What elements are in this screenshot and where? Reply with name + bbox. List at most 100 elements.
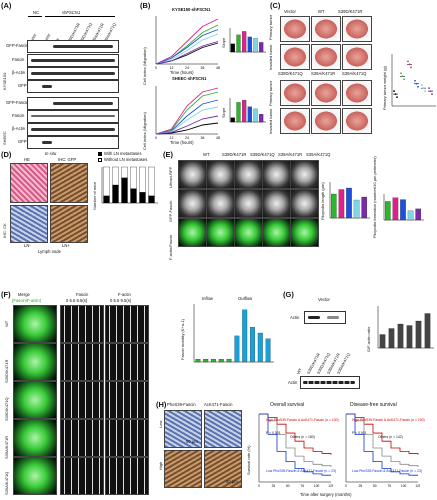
- x-tick-label: 25: [359, 484, 363, 488]
- point-S39D/K471R: [410, 66, 412, 69]
- x-tick-label: 0: [258, 484, 260, 488]
- d-he-image: [10, 163, 48, 203]
- x-tick-label: 12: [170, 136, 174, 140]
- f-ylabel: Fascin mobility (K+a-1): [180, 318, 185, 360]
- bar-S39A/K471Q: [259, 42, 264, 53]
- sh-label: shFSCN1: [62, 10, 81, 15]
- km-others: [259, 413, 332, 468]
- nc-line: [28, 16, 42, 17]
- c-lbl-wt: WT: [318, 9, 325, 14]
- b-kyse-line-chart: 0 12 24 36 48: [155, 16, 220, 70]
- d-ihcck-neg-image: [10, 205, 48, 243]
- a-row-gfp: GFP: [18, 83, 27, 88]
- c-weight-chart: [391, 54, 436, 107]
- nc-label: NC: [33, 10, 40, 15]
- d-he: HE: [24, 157, 30, 162]
- c-lbl-s39aq: S39A/K471Q: [342, 71, 367, 76]
- bar-S39D/K471R: [392, 197, 399, 221]
- point-S39D/K471Q: [417, 85, 419, 88]
- e-r3-wt: [178, 218, 207, 247]
- bar-S39A/K471Q: [424, 313, 431, 349]
- x-tick-label: 36: [201, 136, 205, 140]
- x-tick-label: 50: [286, 484, 290, 488]
- c-inv-s39aq: [342, 108, 372, 134]
- g-actin2: Actin: [288, 380, 298, 385]
- f-kymo-fascin-s39ar: [60, 419, 104, 457]
- bar-S39A/K471R: [407, 210, 414, 221]
- e-yl2: Filopodia formation (number/10 μm perime…: [372, 156, 377, 238]
- bar-without-S39A/K471Q: [148, 166, 155, 196]
- e-r2-s39dq: [234, 189, 263, 218]
- panel-label-b: (B): [140, 1, 151, 10]
- c-inv-vector: [280, 44, 310, 70]
- f-row-s39aq: S39A/K471Q: [4, 471, 9, 495]
- point-S39D/K471R: [407, 60, 409, 63]
- c-ylabel: Primary tumor weight (g): [382, 66, 387, 110]
- f-kymo-fascin-s39dr: [60, 343, 104, 381]
- f-row-s39dq: S39D/K471Q: [4, 397, 9, 421]
- f-outflow: Outflow: [238, 296, 253, 301]
- g-blot-vector: [304, 311, 346, 324]
- bar-without-S39D/K471R: [121, 166, 128, 178]
- a-cell-kyse: KYSE150: [2, 72, 7, 90]
- bar-S39D/K471Q: [346, 187, 352, 219]
- bar-WT: [234, 335, 240, 363]
- x-tick-label: 48: [216, 136, 220, 140]
- bar-S39D/K471Q: [250, 327, 255, 363]
- d-insitu: In situ: [45, 151, 57, 156]
- x-tick-label: 25: [272, 484, 276, 488]
- a-row-fascin: Fascin: [12, 57, 25, 62]
- d-legend-with-swatch: [98, 152, 102, 156]
- e-r3-s39dq: [234, 218, 263, 247]
- c-inv-s39dr: [342, 44, 372, 70]
- d-legend-with: With LN metastases: [104, 151, 142, 156]
- h-ack: AcK471-Fascin: [204, 402, 233, 407]
- b-title-sheec: SHEEC-shFSCN1: [172, 76, 207, 81]
- panel-label-g: (G): [283, 290, 294, 299]
- x-tick-label: 125: [415, 484, 420, 488]
- point-WT: [400, 72, 402, 75]
- panel-label-f: (F): [1, 290, 11, 299]
- e-yl1: Filopodia length (μm): [320, 182, 325, 220]
- c-inv-s39ar: [311, 108, 341, 134]
- c-primary2: Primary tumor: [268, 80, 273, 106]
- bar-S39A/K471Q: [415, 208, 421, 221]
- a2-row-actin: β-Actin: [12, 126, 26, 131]
- x-tick-label: 100: [401, 484, 407, 488]
- d-ylabel: Number of mice: [92, 181, 97, 210]
- point-S39A/K471Q: [431, 93, 433, 96]
- h-os-high: High PhoS39-Fascin & AcK471-Fascin (n = …: [266, 418, 339, 422]
- bar-without-WT: [112, 166, 119, 186]
- blot-a1-fascin: [27, 54, 119, 67]
- f-merge-wt: [13, 305, 57, 343]
- h-scale1: 50 μm: [186, 439, 198, 444]
- a-cell-sheec: SHEEC: [2, 131, 7, 145]
- bar-S39D/K471R: [338, 189, 345, 219]
- panel-label-e: (E): [163, 150, 173, 159]
- f-kymo-fascin-wt: [60, 305, 104, 343]
- c-invaded2: Invaded tumor: [268, 108, 273, 134]
- f-times-2: 0 5.5 9.5(s): [110, 298, 132, 303]
- f-merge: Merge: [18, 292, 30, 297]
- e-row-lifeact: Lifeact-RFP: [168, 166, 173, 188]
- point-S39A/K471R: [424, 90, 426, 93]
- e-col-s39ar: S39A/K471R: [278, 152, 303, 157]
- blot-a1-gfp: [27, 80, 119, 93]
- f-fascin: Fascin: [76, 292, 89, 297]
- e-r1-s39dq: [234, 160, 263, 189]
- point-S39A/K471Q: [429, 90, 432, 93]
- h-dfs-high: High PhoS39-Fascin & AcK471-Fascin (n = …: [352, 418, 425, 422]
- bar-with-S39D/K471R: [121, 177, 128, 203]
- a-row-actin: β-Actin: [12, 70, 26, 75]
- series-line-S39A/K471Q: [155, 115, 219, 135]
- h-xlabel: Time after surgery (months): [300, 492, 352, 497]
- series-line-S39D/K471Q: [155, 29, 219, 65]
- bar-WT: [195, 358, 201, 363]
- sh-line: [45, 16, 115, 17]
- c-tumor-s39dq: [280, 80, 310, 106]
- bar-without-S39D/K471Q: [130, 166, 137, 189]
- blot-a2-gfpfascin: [27, 97, 119, 110]
- h-ack-low: [204, 410, 242, 448]
- h-os-title: Overall survival: [270, 402, 305, 408]
- bar-S39A/K471R: [257, 332, 263, 363]
